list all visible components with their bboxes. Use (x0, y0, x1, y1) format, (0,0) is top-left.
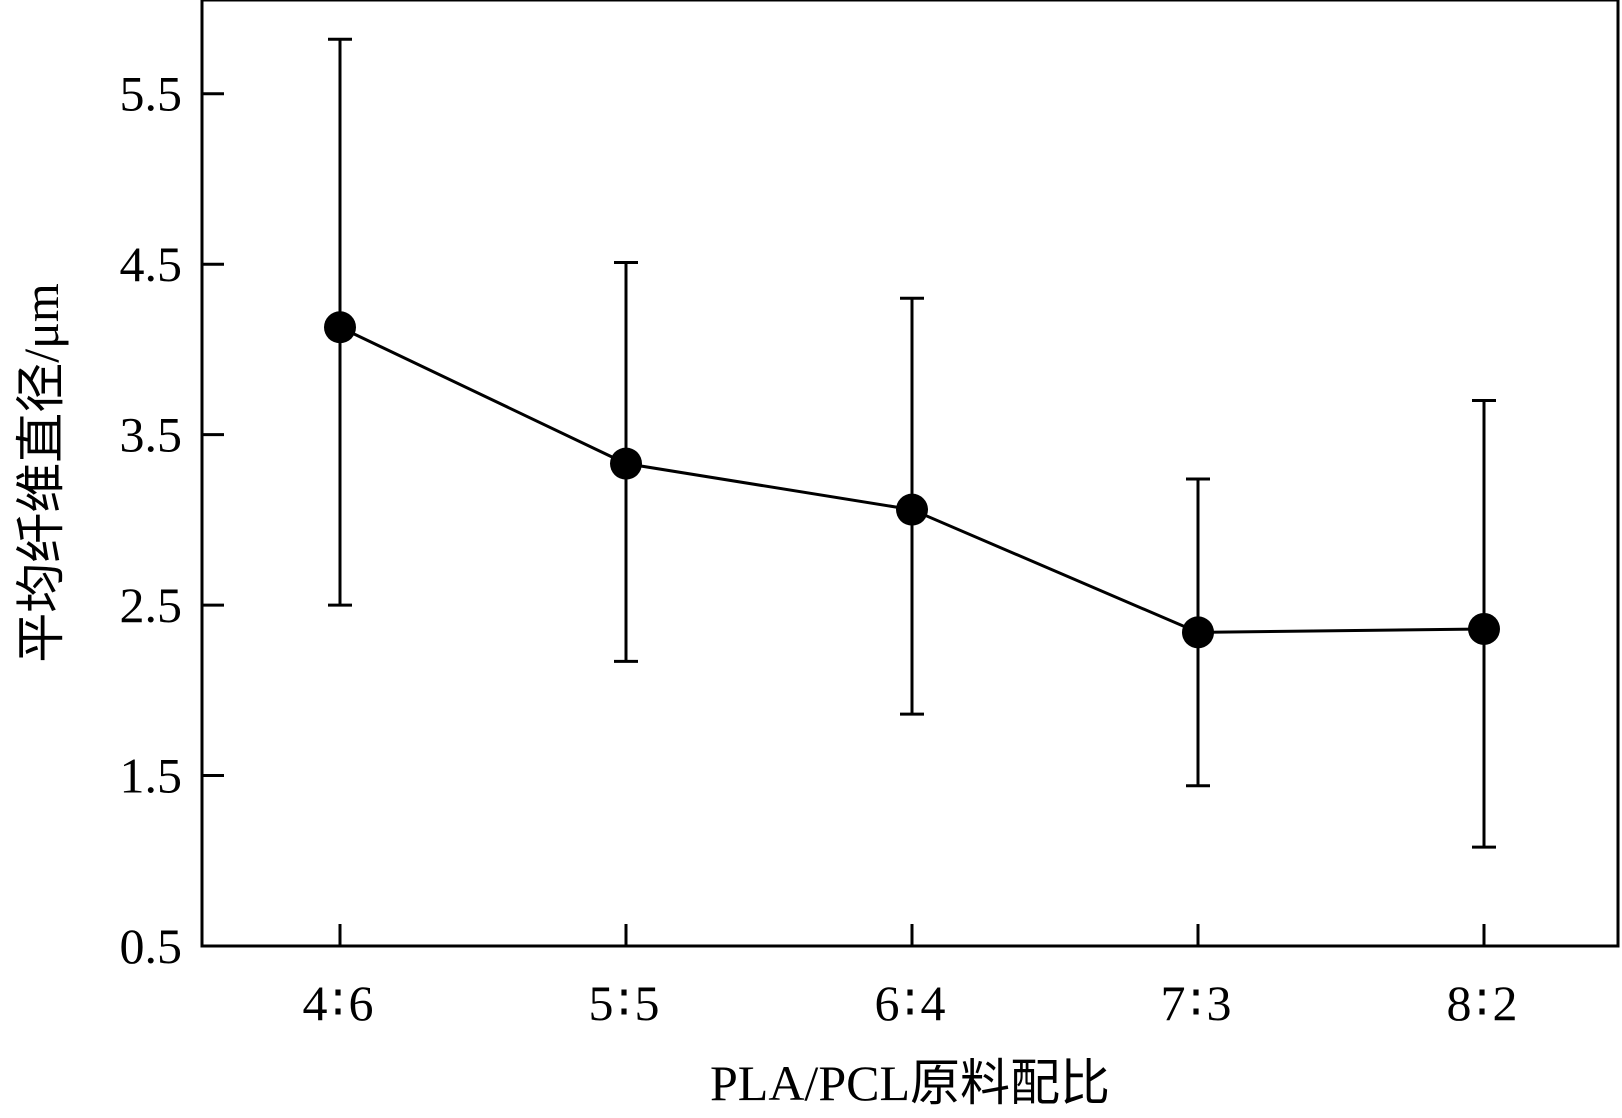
x-tick-label: 8∶2 (1446, 975, 1521, 1031)
y-tick-label: 5.5 (120, 66, 183, 122)
x-tick-label: 7∶3 (1160, 975, 1235, 1031)
x-axis: 4∶6 5∶5 6∶4 7∶3 8∶2 (302, 924, 1521, 1031)
y-tick-label: 4.5 (120, 236, 183, 292)
x-tick-label: 4∶6 (302, 975, 377, 1031)
y-tick-label: 2.5 (120, 577, 183, 633)
y-axis-title: 平均纤维直径/μm (13, 283, 69, 663)
plot-frame (200, 0, 1620, 948)
data-point (324, 311, 356, 344)
y-axis: 0.5 1.5 2.5 3.5 4.5 5.5 (120, 66, 224, 974)
x-tick-label: 6∶4 (874, 975, 949, 1031)
data-point (1468, 612, 1500, 645)
x-tick-label: 5∶5 (588, 975, 663, 1031)
y-tick-label: 1.5 (120, 748, 183, 804)
data-markers (324, 311, 1500, 649)
data-point (896, 493, 928, 526)
y-tick-label: 3.5 (120, 407, 183, 463)
data-point (610, 447, 642, 480)
y-tick-label: 0.5 (120, 918, 183, 974)
error-bars (328, 37, 1496, 849)
data-point (1182, 616, 1214, 649)
x-axis-title: PLA/PCL原料配比 (710, 1055, 1110, 1111)
